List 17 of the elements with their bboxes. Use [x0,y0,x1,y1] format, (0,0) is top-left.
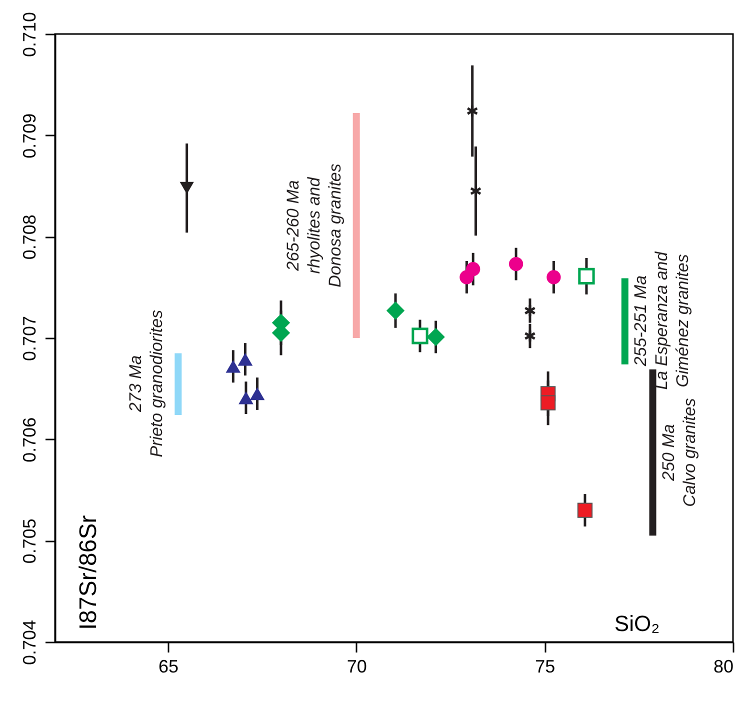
annotation: 255-251 Ma La Esperanza and Giménez granites [630,251,692,390]
x-axis-title: SiO₂ [614,611,660,636]
x-tick-label: 75 [535,656,556,676]
annotation: 273 Ma Prieto granodiorites [126,309,166,458]
y-tick-label: 0.707 [20,316,40,362]
y-tick-label: 0.704 [20,620,40,666]
x-tick-label: 65 [158,656,179,676]
x-tick-label: 80 [713,656,734,676]
y-axis-title: I87Sr/86Sr [75,515,102,630]
y-tick-label: 0.705 [20,518,40,564]
y-tick-label: 0.709 [20,113,40,158]
y-tick-label: 0.706 [20,417,40,462]
y-tick-label: 0.710 [20,12,40,58]
y-tick-label: 0.708 [20,214,40,260]
annotation: 250 Ma Calvo granites [658,398,699,507]
x-tick-label: 70 [346,656,367,676]
annotation: 265-260 Ma rhyolites and Donosa granites [283,163,344,288]
